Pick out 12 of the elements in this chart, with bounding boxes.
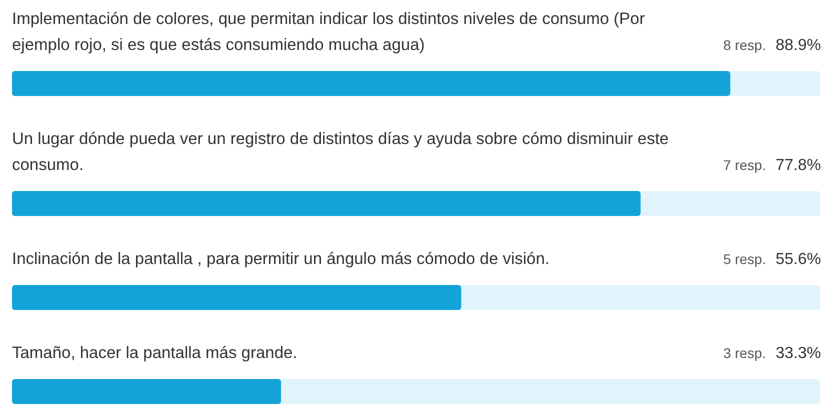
data-label: 77.8%: [776, 157, 821, 174]
y-tick-label: Inclinación de la pantalla , para permitir un ángulo más cómodo de visión.: [12, 250, 550, 268]
y-tick-label: Un lugar dónde pueda ver un registro de distintos días y ayuda sobre cómo disminuir este consumo.: [12, 130, 669, 174]
data-label: 88.9%: [776, 37, 821, 54]
annotation: 3 resp.: [723, 345, 766, 361]
data-label: 33.3%: [776, 345, 821, 362]
y-tick-label: Tamaño, hacer la pantalla más grande.: [12, 344, 298, 362]
annotation: 7 resp.: [723, 157, 766, 173]
annotation: 8 resp.: [723, 37, 766, 53]
y-tick-label: Implementación de colores, que permitan indicar los distintos niveles de consumo (Por ejemplo rojo, si es que estás consumiendo mucha agua): [12, 10, 646, 54]
data-label: 55.6%: [776, 251, 821, 268]
annotation: 5 resp.: [723, 251, 766, 267]
